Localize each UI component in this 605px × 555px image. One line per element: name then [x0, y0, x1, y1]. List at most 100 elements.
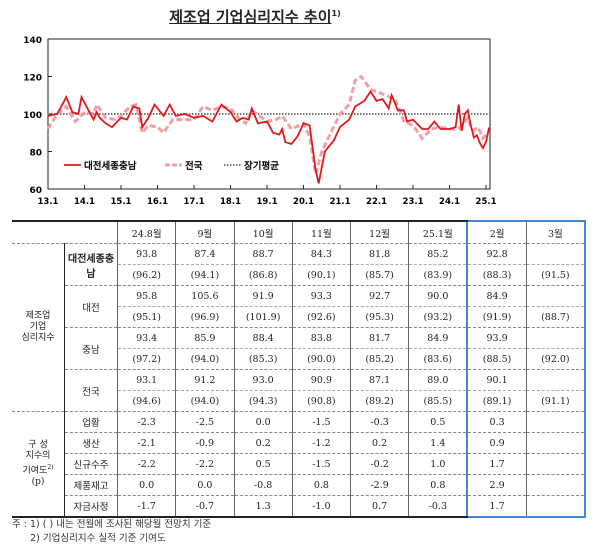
forecast-value: (90.1) — [291, 264, 351, 286]
actual-value: 81.8 — [349, 243, 409, 265]
forecast-value: (95.1) — [117, 306, 176, 328]
header-row: 24.8월 9월 10월 11월 12월 25.1월 2월 3월 — [12, 220, 586, 244]
actual-value — [525, 285, 586, 307]
contribution-value: 0.0 — [117, 474, 176, 496]
actual-value: 87.1 — [349, 369, 409, 391]
forecast-value: (92.6) — [291, 306, 351, 328]
actual-value: 88.4 — [233, 327, 293, 349]
forecast-value: (91.1) — [525, 390, 586, 412]
forecast-value: (97.2) — [117, 348, 176, 370]
contribution-value: 0.9 — [466, 432, 527, 454]
component-label: 자금사정 — [64, 495, 118, 518]
forecast-value: (101.9) — [233, 306, 293, 328]
x-tick-label: 19.1 — [257, 197, 278, 207]
actual-value: 85.2 — [408, 243, 468, 265]
x-tick-label: 17.1 — [184, 197, 205, 207]
forecast-value: (83.6) — [408, 348, 468, 370]
forecast-value: (85.5) — [408, 390, 468, 412]
actual-value: 95.8 — [117, 285, 176, 307]
table-row: 구 성 지수의 기여도2) (p) 업황 -2.3 -2.5 0.0 -1.5 -0.3 0.5 0.… — [12, 411, 586, 518]
forecast-value: (85.3) — [233, 348, 293, 370]
region-label: 대전 — [64, 285, 118, 328]
chart-title: 제조업 기업심리지수 추이1) — [169, 8, 341, 26]
actual-value: 84.9 — [466, 285, 527, 307]
table-row: 생산 -2.1 -0.9 0.2 -1.2 0.2 1.4 0.9 — [12, 432, 586, 454]
region-label: 전국 — [64, 369, 118, 412]
table-row: 자금사정 -1.7 -0.7 1.3 -1.0 0.7 -0.3 1.7 — [12, 495, 586, 518]
x-tick-label: 16.1 — [147, 197, 168, 207]
contribution-value: 0.2 — [233, 432, 293, 454]
y-tick-label: 120 — [23, 74, 42, 84]
contribution-value: -1.5 — [291, 411, 351, 433]
table-row: 충남 93.4 85.9 88.4 83.8 81.7 84.9 93.9 — [12, 327, 586, 370]
x-tick-label: 15.1 — [111, 197, 132, 207]
forecast-value: (94.6) — [117, 390, 176, 412]
contribution-value: 1.3 — [233, 495, 293, 518]
contribution-value: -2.2 — [117, 453, 176, 475]
forecast-value: (91.9) — [466, 306, 527, 328]
table-row: 제조업 기업 심리지수 대전세종충남 93.8 87.4 88.7 84.3 81.8 85.2 9… — [12, 243, 586, 412]
actual-value: 93.1 — [117, 369, 176, 391]
month-header: 10월 — [233, 220, 293, 244]
series-line-daejeon-sejong-chungnam — [47, 89, 490, 184]
month-header: 3월 — [525, 220, 586, 244]
contribution-value: -2.3 — [117, 411, 176, 433]
actual-value: 90.0 — [408, 285, 468, 307]
contribution-value — [525, 432, 586, 454]
series-line-national — [46, 74, 490, 175]
actual-value: 88.7 — [233, 243, 293, 265]
forecast-value: (88.7) — [525, 306, 586, 328]
x-tick-label: 23.1 — [403, 197, 424, 207]
contribution-value: 1.4 — [408, 432, 468, 454]
contribution-value: 0.2 — [349, 432, 409, 454]
y-tick-label: 100 — [23, 111, 42, 121]
actual-value: 89.0 — [408, 369, 468, 391]
month-header: 9월 — [175, 220, 235, 244]
region-label: 충남 — [64, 327, 118, 370]
contribution-value: -0.8 — [233, 474, 293, 496]
table-row: (97.2) (94.0) (85.3) (90.0) (85.2) (83.6) (88.… — [12, 348, 586, 370]
contribution-value: -0.3 — [408, 495, 468, 518]
contribution-value: -1.5 — [291, 453, 351, 475]
contribution-value: -1.0 — [291, 495, 351, 518]
contribution-value: -1.2 — [291, 432, 351, 454]
contribution-value: -2.2 — [175, 453, 235, 475]
actual-value: 83.8 — [291, 327, 351, 349]
contribution-value: 2.9 — [466, 474, 527, 496]
contribution-value: 0.5 — [233, 453, 293, 475]
contribution-value: -2.5 — [175, 411, 235, 433]
y-tick-label: 80 — [29, 149, 42, 159]
actual-value: 92.8 — [466, 243, 527, 265]
forecast-value: (90.8) — [291, 390, 351, 412]
forecast-value: (94.0) — [175, 390, 235, 412]
forecast-value: (94.1) — [175, 264, 235, 286]
x-tick-label: 21.1 — [330, 197, 351, 207]
forecast-value: (88.5) — [466, 348, 527, 370]
forecast-value: (88.3) — [466, 264, 527, 286]
actual-value: 81.7 — [349, 327, 409, 349]
region-label: 대전세종충남 — [64, 243, 118, 286]
contribution-value: -0.2 — [349, 453, 409, 475]
footnote-1: 주 : 1) ( ) 내는 전월에 조사된 해당월 전망치 기준 — [12, 519, 212, 530]
month-header: 12월 — [349, 220, 409, 244]
contribution-value: 0.8 — [291, 474, 351, 496]
forecast-value: (90.0) — [291, 348, 351, 370]
contribution-value: -1.7 — [117, 495, 176, 518]
legend-label: 장기평균 — [244, 160, 279, 172]
contribution-value: 0.5 — [408, 411, 468, 433]
contribution-value: 1.7 — [466, 495, 527, 518]
forecast-value: (96.2) — [117, 264, 176, 286]
actual-value: 91.9 — [233, 285, 293, 307]
actual-value: 91.2 — [175, 369, 235, 391]
forecast-value: (95.3) — [349, 306, 409, 328]
component-label: 업황 — [64, 411, 118, 433]
y-tick-label: 60 — [29, 186, 42, 196]
month-header: 2월 — [466, 220, 527, 244]
component-label: 생산 — [64, 432, 118, 454]
data-table: 24.8월 9월 10월 11월 12월 25.1월 2월 3월 제조업 기업 심리지수 대전세종충남… — [12, 220, 586, 518]
forecast-value: (89.1) — [466, 390, 527, 412]
component-label: 제품재고 — [64, 474, 118, 496]
forecast-value: (85.7) — [349, 264, 409, 286]
table-row: (96.2) (94.1) (86.8) (90.1) (85.7) (83.9) (88.… — [12, 264, 586, 286]
table-row: 신규수주 -2.2 -2.2 0.5 -1.5 -0.2 1.0 1.7 — [12, 453, 586, 475]
